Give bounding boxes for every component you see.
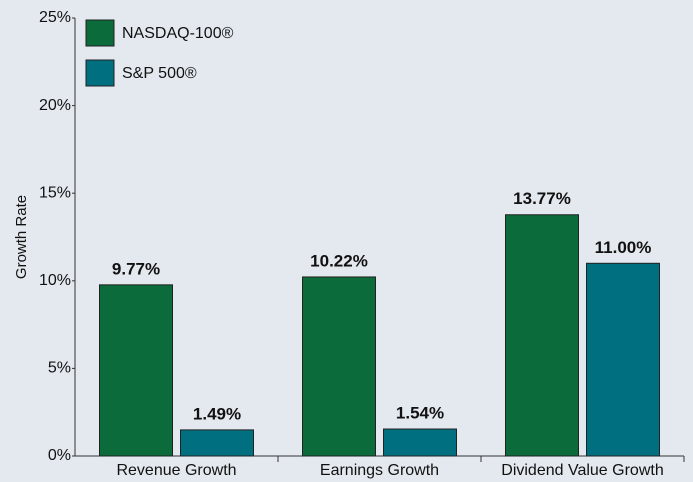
- bar: [383, 428, 457, 457]
- value-label: 13.77%: [513, 189, 571, 208]
- value-label: 9.77%: [112, 259, 160, 278]
- bar: [302, 276, 376, 457]
- legend-label: S&P 500®: [122, 65, 197, 82]
- x-tick-label: Revenue Growth: [116, 462, 236, 479]
- bar: [99, 284, 173, 457]
- legend-label: NASDAQ-100®: [122, 25, 234, 42]
- value-label: 1.49%: [193, 404, 241, 423]
- bar: [505, 214, 579, 457]
- y-axis-label: Growth Rate: [13, 195, 30, 279]
- y-tick-label: 20%: [39, 97, 71, 114]
- legend-swatch: [85, 59, 115, 87]
- bar: [586, 262, 660, 457]
- value-label: 1.54%: [396, 404, 444, 423]
- y-tick-label: 25%: [39, 9, 71, 26]
- value-label: 11.00%: [595, 238, 652, 257]
- x-tick-label: Dividend Value Growth: [501, 462, 663, 479]
- bar: [180, 429, 254, 457]
- y-tick-label: 10%: [39, 272, 71, 289]
- y-tick-label: 15%: [39, 184, 71, 201]
- y-tick-label: 5%: [48, 360, 71, 377]
- y-tick-label: 0%: [48, 447, 71, 464]
- legend-swatch: [85, 19, 115, 47]
- value-label: 10.22%: [310, 251, 368, 270]
- x-tick-label: Earnings Growth: [320, 462, 439, 479]
